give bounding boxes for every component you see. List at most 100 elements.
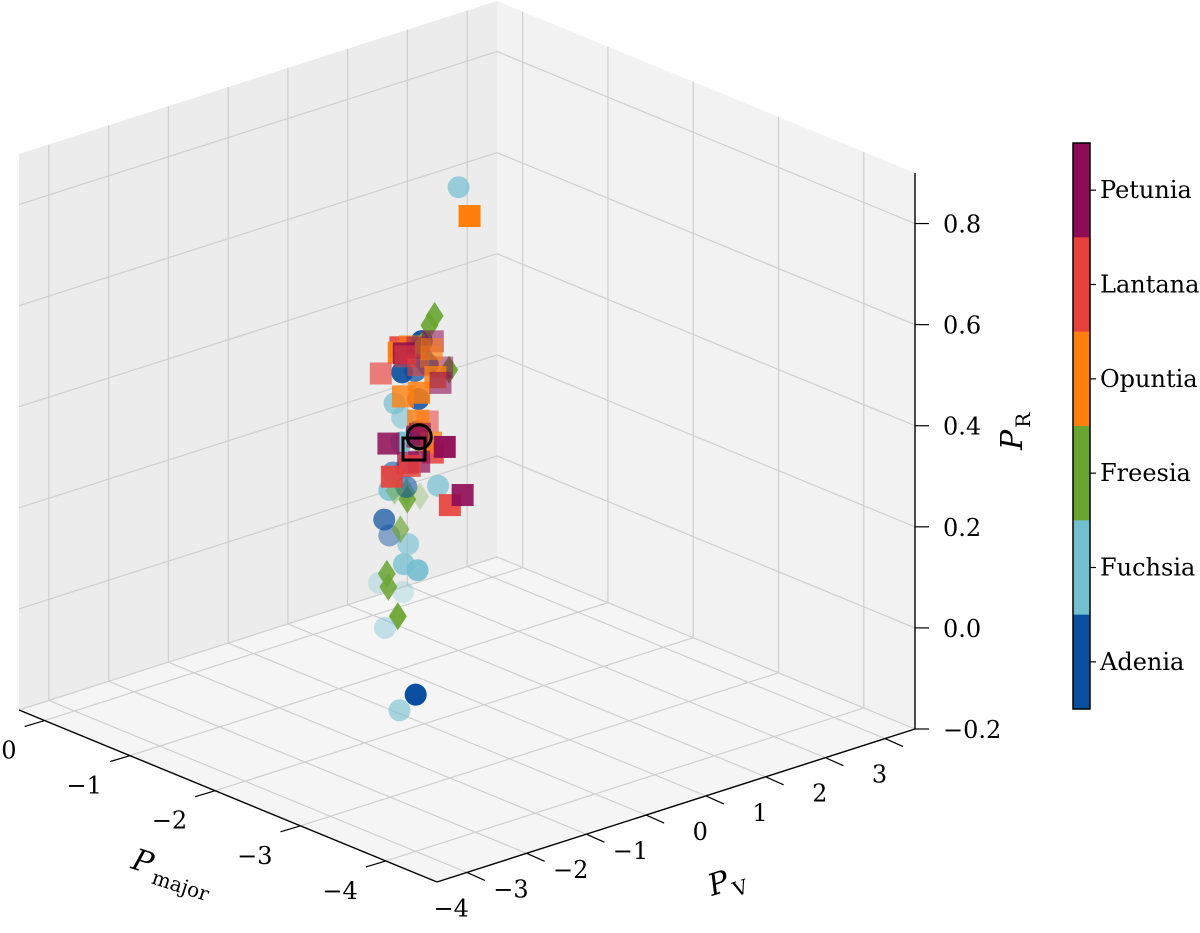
y-tick-mark (526, 852, 545, 862)
data-point-fuchsia (388, 699, 411, 722)
data-point-fuchsia (392, 553, 415, 576)
x-tick-mark (24, 719, 45, 728)
colorbar-label-opuntia: Opuntia (1100, 365, 1198, 393)
x-tick-mark (195, 790, 216, 798)
grid-line-z-back (496, 152, 916, 326)
x-axis-label: Pmajor (125, 842, 218, 906)
data-point-fuchsia (447, 176, 470, 199)
z-tick-label: 0.0 (943, 615, 981, 643)
grid-line-z-back (496, 556, 916, 730)
highlight-open-square (401, 436, 427, 462)
x-axis-ticks: −4 −3 −2 −1 0 (1, 719, 386, 905)
x-tick-label: −2 (152, 807, 187, 835)
y-axis-label: PV (703, 859, 752, 909)
data-point-adenia (404, 683, 427, 706)
y-tick-mark (466, 871, 486, 881)
x-tick-label: −3 (237, 842, 272, 870)
grid-line-x-floor (385, 707, 864, 862)
colorbar-label-adenia: Adenia (1099, 648, 1184, 676)
data-point-freesia (391, 515, 410, 544)
grid-line-y-floor (287, 623, 707, 797)
grid-line-y-floor (227, 642, 647, 816)
colorbar-swatch-opuntia (1073, 331, 1090, 427)
grid-line-x-floor (129, 602, 609, 757)
data-point-lantana (380, 465, 403, 488)
colorbar-label-lantana: Lantana (1100, 271, 1199, 299)
colorbar: Petunia Lantana Opuntia Freesia Fuchsia Adeni… (1072, 142, 1199, 710)
colorbar-label-fuchsia: Fuchsia (1100, 554, 1195, 582)
grid-line-z-side (18, 152, 498, 307)
grid-line-y-floor (168, 661, 587, 835)
z-tick-label: 0.6 (943, 312, 981, 340)
data-point-petunia (429, 371, 452, 394)
y-tick-label: 2 (812, 780, 827, 808)
data-point-lantana (394, 345, 417, 368)
colorbar-swatch-adenia (1073, 614, 1090, 710)
grid-line-z-side (18, 455, 498, 610)
highlighted-markers (401, 423, 433, 462)
y-tick-mark (705, 795, 725, 805)
data-point-petunia (433, 435, 456, 458)
y-tick-mark (645, 814, 665, 824)
z-tick-label: 0.4 (943, 413, 981, 441)
grid-line-y-floor (407, 585, 826, 759)
colorbar-swatch-freesia (1073, 426, 1090, 521)
data-point-freesia (425, 301, 444, 330)
data-point-opuntia (420, 345, 443, 368)
grid-line-x-floor (44, 566, 523, 722)
x-tick-label: −4 (322, 877, 357, 905)
colorbar-frame (1072, 142, 1091, 710)
z-axis-label: PR (995, 412, 1035, 451)
data-point-freesia (411, 482, 429, 511)
y-tick-label: −2 (553, 856, 588, 884)
data-point-freesia (388, 602, 407, 631)
data-point-opuntia (420, 338, 443, 361)
y-tick-mark (884, 738, 904, 748)
y-tick-label: 1 (752, 799, 767, 827)
z-tick-label: 0.8 (943, 211, 981, 239)
grid-line-z-side (18, 50, 498, 206)
y-tick-label: −3 (493, 875, 528, 903)
x-axis-line (18, 709, 438, 883)
colorbar-swatch-fuchsia (1073, 520, 1090, 616)
y-tick-label: −4 (433, 894, 468, 922)
y-tick-label: −1 (613, 837, 648, 865)
grid-line-x-floor (300, 672, 779, 827)
z-tick-label: −0.2 (943, 716, 1001, 744)
data-point-opuntia (458, 205, 481, 228)
y-axis-ticks: −4 −3 −2 −1 0 1 2 3 (433, 738, 904, 922)
colorbar-swatch-lantana (1073, 237, 1090, 333)
grid-line-y-floor (48, 699, 468, 873)
y-tick-label: 0 (693, 818, 708, 846)
data-point-freesia (379, 572, 398, 601)
y-axis-line (436, 728, 916, 883)
grid-line-y-floor (108, 680, 527, 854)
grid-line-y-floor (466, 566, 886, 740)
grid-lines (18, 10, 916, 873)
data-point-lantana (369, 362, 392, 385)
grid-line-z-back (496, 354, 916, 528)
x-tick-label: −1 (67, 772, 102, 800)
x-tick-label: 0 (1, 737, 16, 765)
data-point-opuntia (391, 385, 414, 408)
y-tick-mark (765, 776, 784, 786)
y-tick-label: 3 (872, 761, 887, 789)
grid-line-z-back (496, 253, 916, 427)
data-point-fuchsia (427, 474, 450, 497)
z-axis-ticks: −0.2 0.0 0.2 0.4 0.6 0.8 (915, 211, 1001, 744)
data-point-petunia (451, 484, 474, 507)
side-wall-pane (19, 1, 497, 710)
data-point-adenia (373, 508, 396, 531)
grid-line-z-back (496, 50, 916, 225)
grid-line-x-floor (215, 637, 694, 792)
z-tick-label: 0.2 (943, 514, 981, 542)
y-tick-mark (825, 757, 844, 767)
data-point-fuchsia (392, 581, 415, 604)
y-tick-mark (586, 833, 605, 843)
x-tick-mark (109, 755, 131, 763)
highlight-open-circle (405, 423, 433, 451)
x-tick-mark (280, 825, 301, 833)
grid-line-y-floor (347, 604, 766, 778)
colorbar-swatch-petunia (1073, 143, 1090, 238)
